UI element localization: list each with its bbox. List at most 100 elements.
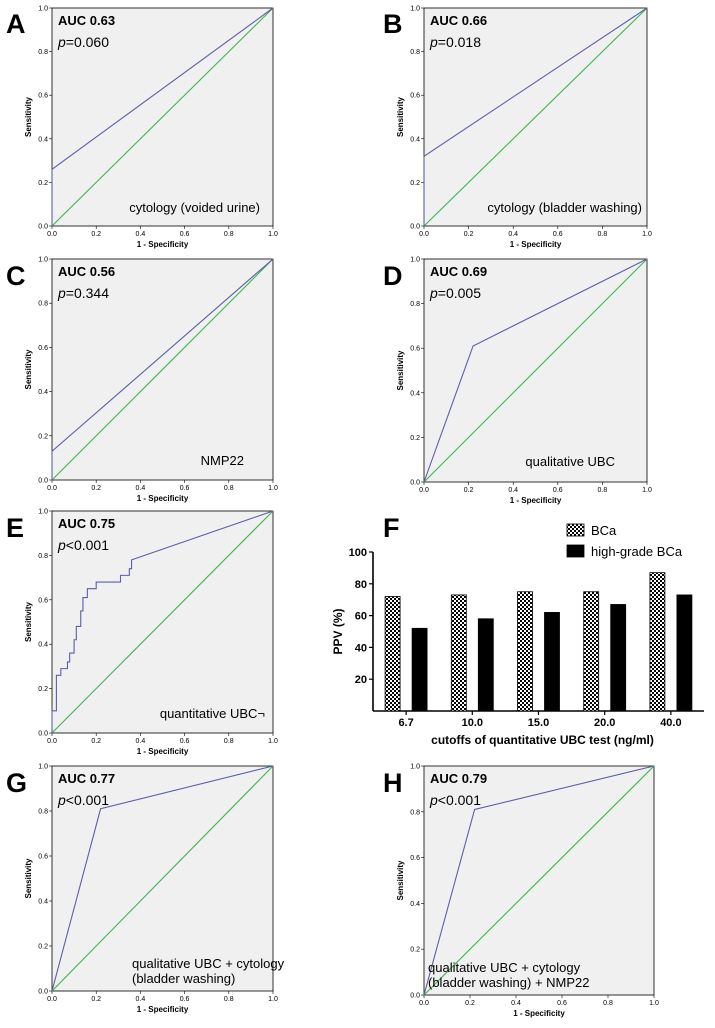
bar-bca (450, 594, 467, 712)
x-tick-label: 40.0 (660, 717, 681, 729)
roc-panel-D: D 0.0 0.2 0.4 0.6 0.8 1.0 0.0 0.2 0.4 0.6 0.8 1.0 1 -… (383, 257, 652, 506)
auc-label: AUC 0.79 (430, 771, 487, 786)
y-tick-label: 20 (355, 674, 367, 686)
y-tick-label: 1.0 (38, 6, 48, 13)
x-tick-label: 10.0 (462, 717, 483, 729)
p-symbol: p (429, 792, 438, 808)
y-axis-title: PPV (%) (331, 608, 345, 654)
roc-curve (423, 7, 648, 226)
x-tick-label: 0.8 (224, 738, 234, 745)
auc-label: AUC 0.75 (58, 516, 115, 531)
panel-letter: D (383, 261, 403, 291)
x-tick-label: 0.4 (508, 231, 518, 238)
y-tick-label: 1.0 (38, 764, 48, 771)
p-number: =0.344 (66, 285, 109, 301)
x-tick-label: 0.8 (224, 996, 234, 1003)
x-tick-label: 0.6 (180, 738, 190, 745)
y-tick-label: 0.6 (410, 346, 420, 353)
y-tick-label: 100 (349, 547, 367, 559)
y-tick-label: 0.6 (38, 854, 48, 861)
test-label: qualitative UBC + cytology (132, 956, 285, 971)
x-tick-label: 0.0 (419, 231, 429, 238)
p-number: =0.005 (438, 285, 481, 301)
y-tick-label: 1.0 (410, 257, 420, 264)
roc-curve (51, 510, 274, 733)
x-axis-title: cutoffs of quantitative UBC test (ng/ml) (431, 733, 654, 747)
y-tick-label: 0.4 (38, 642, 48, 649)
bar-bca (384, 596, 401, 712)
auc-label: AUC 0.63 (58, 13, 115, 28)
legend-swatch-high-grade-bca (566, 544, 585, 558)
y-tick-label: 0.0 (410, 224, 420, 231)
y-axis-title: Sensitivity (24, 349, 33, 390)
roc-curve (51, 258, 274, 480)
x-tick-label: 0.2 (91, 738, 101, 745)
roc-panel-G: G 0.0 0.2 0.4 0.6 0.8 1.0 0.0 0.2 0.4 0.6 0.8 1.0 1 -… (6, 764, 285, 1015)
y-tick-label: 0.4 (410, 390, 420, 397)
auc-label: AUC 0.77 (58, 771, 115, 786)
p-symbol: p (57, 285, 66, 301)
x-tick-label: 0.4 (508, 487, 518, 494)
test-label: cytology (voided urine) (129, 200, 260, 215)
x-tick-label: 0.4 (136, 231, 146, 238)
p-number: =0.060 (66, 34, 109, 50)
panel-letter: F (383, 513, 400, 543)
panel-letter: A (6, 9, 26, 39)
roc-panel-B: B 0.0 0.2 0.4 0.6 0.8 1.0 0.0 0.2 0.4 0.6 0.8 1.0 1 -… (383, 6, 652, 250)
test-label: cytology (bladder washing) (487, 200, 642, 215)
legend-label: high-grade BCa (591, 544, 683, 559)
y-tick-label: 0.4 (410, 901, 420, 908)
x-axis-title: 1 - Specificity (137, 240, 189, 249)
y-tick-label: 0.8 (410, 301, 420, 308)
p-number: =0.018 (438, 34, 481, 50)
y-tick-label: 1.0 (410, 764, 420, 771)
y-tick-label: 0.2 (38, 433, 48, 440)
x-tick-label: 0.0 (419, 1000, 429, 1007)
x-tick-label: 0.2 (91, 485, 101, 492)
x-axis-title: 1 - Specificity (137, 494, 189, 503)
roc-curve (51, 765, 274, 992)
y-tick-label: 0.8 (410, 809, 420, 816)
auc-label: AUC 0.66 (430, 13, 487, 28)
legend-swatch-bca (566, 523, 585, 537)
y-tick-label: 0.2 (38, 686, 48, 693)
y-tick-label: 60 (355, 611, 367, 623)
test-label: NMP22 (201, 453, 244, 468)
y-axis-title: Sensitivity (396, 860, 405, 901)
y-tick-label: 0.0 (38, 989, 48, 996)
panel-letter: G (6, 768, 27, 798)
test-label: qualitative UBC + cytology (428, 960, 581, 975)
x-tick-label: 0.6 (553, 487, 563, 494)
y-axis-title: Sensitivity (24, 96, 33, 137)
x-tick-label: 0.0 (47, 996, 57, 1003)
x-tick-label: 20.0 (594, 717, 615, 729)
y-tick-label: 0.2 (38, 944, 48, 951)
p-value: p=0.005 (429, 285, 481, 301)
reference-line (423, 765, 655, 996)
bar-high-grade-bca (477, 618, 494, 712)
y-tick-label: 1.0 (410, 6, 420, 13)
y-tick-label: 80 (355, 579, 367, 591)
y-tick-label: 1.0 (38, 257, 48, 264)
reference-line (423, 258, 648, 483)
auc-label: AUC 0.69 (430, 264, 487, 279)
y-tick-label: 0.0 (410, 993, 420, 1000)
x-tick-label: 0.4 (136, 485, 146, 492)
bar-bca (583, 591, 600, 712)
y-tick-label: 40 (355, 642, 367, 654)
p-symbol: p (429, 285, 438, 301)
y-tick-label: 0.8 (410, 49, 420, 56)
roc-panel-C: C 0.0 0.2 0.4 0.6 0.8 1.0 0.0 0.2 0.4 0.6 0.8 1.0 1 -… (6, 257, 278, 504)
x-tick-label: 0.2 (464, 487, 474, 494)
y-tick-label: 1.0 (38, 509, 48, 516)
y-tick-label: 0.6 (38, 345, 48, 352)
x-tick-label: 0.4 (136, 738, 146, 745)
roc-panel-H: H 0.0 0.2 0.4 0.6 0.8 1.0 0.0 0.2 0.4 0.6 0.8 1.0 1 -… (383, 764, 659, 1019)
p-number: <0.001 (438, 792, 481, 808)
bar-high-grade-bca (676, 594, 693, 712)
legend-label: BCa (591, 523, 617, 538)
panel-letter: B (383, 9, 403, 39)
test-label: qualitative UBC (525, 454, 615, 469)
x-tick-label: 1.0 (268, 738, 278, 745)
